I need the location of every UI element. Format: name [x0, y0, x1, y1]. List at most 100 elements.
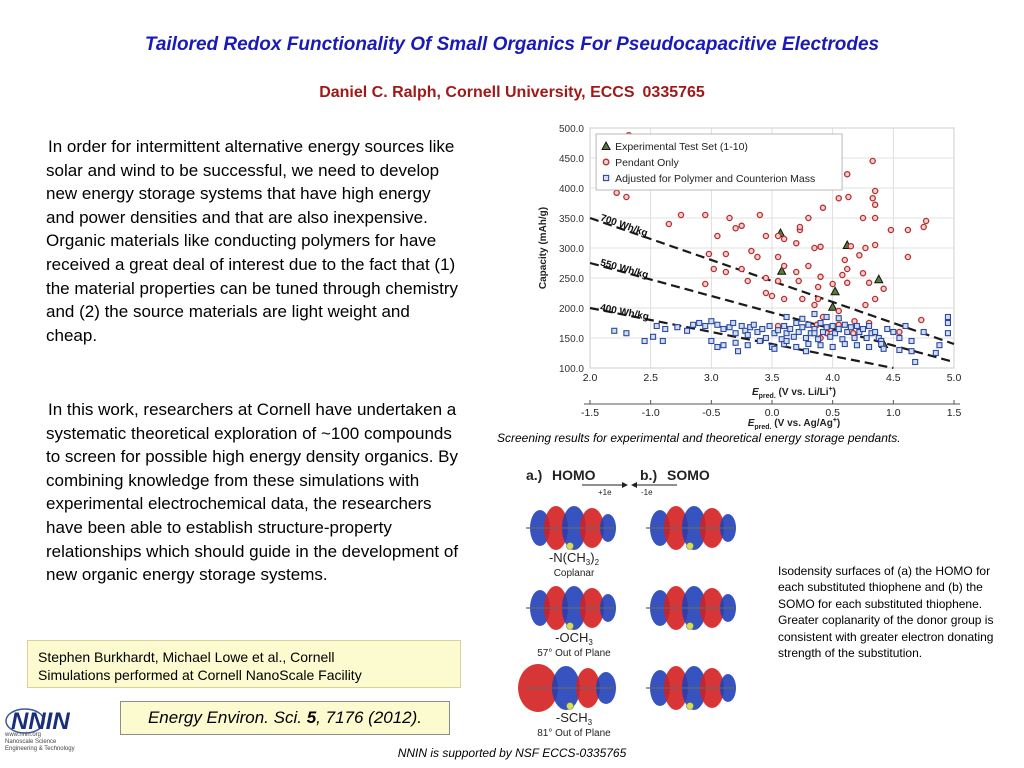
pendant-point [805, 262, 812, 270]
sulfur-atom-icon [566, 622, 574, 630]
credits-box: Stephen Burkhardt, Michael Lowe et al., … [27, 640, 461, 688]
adjusted-point [884, 325, 891, 333]
experimental-point [873, 274, 884, 284]
adjusted-point [859, 325, 867, 333]
y-tick-label: 350.0 [559, 214, 584, 225]
adjusted-point [623, 330, 630, 337]
adjusted-point [662, 325, 669, 333]
adjusted-point [730, 319, 737, 327]
adjusted-point [944, 319, 951, 327]
add-electron-label: +1e [598, 488, 612, 497]
adjusted-point [866, 343, 873, 351]
adjusted-point [726, 324, 733, 331]
logo-tagline-line: Engineering & Technology [5, 746, 75, 752]
legend-entry: Adjusted for Polymer and Counterion Mass [615, 173, 815, 185]
intro-paragraph: In order for intermittent alternative en… [46, 135, 461, 347]
adjusted-point [674, 324, 681, 331]
homo-isosurface-icon [526, 506, 616, 550]
adjusted-point [659, 337, 666, 345]
remove-electron-label: -1e [641, 488, 653, 497]
adjusted-point [832, 330, 839, 337]
pendant-point [880, 285, 887, 293]
adjusted-point [732, 330, 739, 337]
pendant-point [811, 301, 818, 309]
pendant-point [865, 279, 873, 287]
arrow-head-left-icon [631, 482, 637, 488]
pendant-point [756, 211, 764, 219]
pendant-point [780, 295, 788, 303]
pendant-point [920, 223, 927, 231]
pendant-point [796, 223, 804, 231]
orbital-isodensity-figure: a.) HOMO b.) SOMO +1e -1e -N(CH3)2Coplan… [518, 467, 736, 739]
adjusted-point [823, 313, 830, 321]
pendant-point [774, 277, 782, 285]
adjusted-point [936, 342, 943, 349]
pendant-point [793, 239, 800, 247]
legend-circle-icon [602, 158, 610, 166]
adjusted-point [817, 319, 824, 327]
logo-wordmark: NNIN [11, 708, 70, 735]
adjusted-point [866, 322, 873, 330]
pendant-point [714, 232, 721, 240]
adjusted-point [805, 340, 812, 348]
adjusted-point [771, 345, 778, 352]
adjusted-point [650, 333, 657, 340]
capacity-scatter-chart: 100.0 150.0 200.0 250.0 300.0 350.0 400.0 450.0… [538, 124, 961, 430]
adjusted-point [853, 342, 860, 349]
adjusted-point [912, 358, 919, 366]
legend-triangle-icon [601, 140, 611, 150]
label-a: a.) [526, 467, 542, 483]
y-axis-label: Capacity (mAh/g) [538, 207, 549, 289]
chart-legend [595, 133, 843, 191]
adjusted-point [847, 324, 854, 331]
x-tick-label: 3.0 [704, 372, 719, 384]
pendant-point [922, 217, 930, 225]
y-tick-label: 450.0 [559, 154, 584, 165]
pendant-point [835, 194, 842, 202]
pendant-point [859, 269, 867, 277]
author-line: Daniel C. Ralph, Cornell University, ECC… [0, 84, 1024, 102]
work-paragraph-text: In this work, researchers at Cornell hav… [46, 400, 459, 585]
pendant-point [887, 226, 895, 234]
pendant-point [829, 280, 836, 288]
pendant-point [814, 295, 822, 303]
pendant-point [871, 295, 879, 303]
pendant-point [869, 194, 876, 202]
adjusted-point [802, 334, 810, 342]
adjusted-point [872, 328, 879, 336]
pendant-point [871, 201, 879, 209]
author-affiliation: Daniel C. Ralph, Cornell University, ECC… [319, 84, 635, 101]
x-tick-label: 4.0 [825, 372, 840, 384]
pendant-point [768, 292, 776, 300]
x-tick-label: 2.0 [583, 372, 598, 384]
adjusted-point [880, 345, 887, 352]
pendant-point [774, 232, 782, 240]
adjusted-point [799, 324, 806, 331]
x-tick-label: 2.5 [643, 372, 658, 384]
planarity-note: 57° Out of Plane [537, 648, 611, 659]
energy-density-line [589, 216, 955, 346]
adjusted-point [805, 321, 812, 328]
adjusted-point [696, 319, 703, 327]
adjusted-point [829, 343, 836, 351]
adjusted-point [896, 334, 903, 342]
pendant-point [726, 214, 733, 222]
adjusted-point [734, 348, 742, 355]
adjusted-point [835, 315, 842, 322]
sulfur-atom-icon [686, 622, 694, 630]
pendant-point [762, 232, 770, 240]
pendant-point [843, 265, 851, 273]
citation-journal: Energy Environ. Sci. [147, 708, 302, 727]
y-tick-label: 150.0 [559, 334, 584, 345]
pendant-point [835, 307, 842, 315]
pendant-point [869, 157, 876, 165]
adjusted-point [844, 328, 851, 336]
adjusted-point [762, 334, 769, 342]
pendant-point [904, 226, 912, 234]
energy-density-line [589, 306, 894, 370]
adjusted-point [823, 324, 830, 331]
secondary-x-tick-label: 0.0 [765, 407, 780, 419]
pendant-point [780, 235, 788, 243]
x-tick-label: 4.5 [886, 372, 901, 384]
citation-pages: , 7176 (2012). [316, 708, 423, 727]
